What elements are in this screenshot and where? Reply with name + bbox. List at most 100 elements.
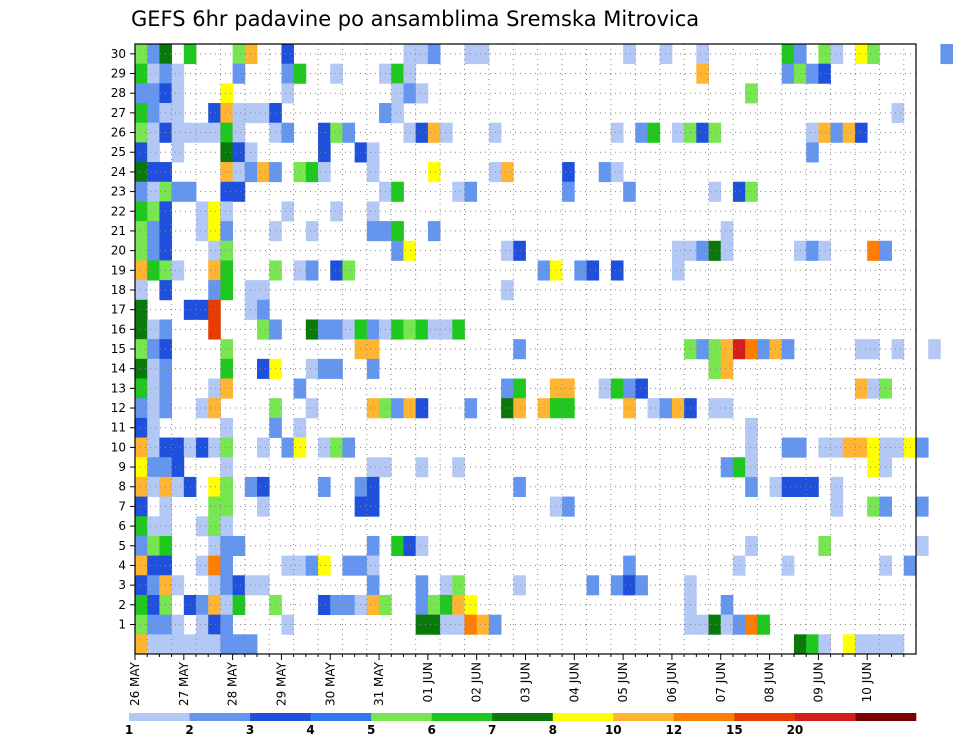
heatmap-cell [635,122,648,143]
colorbar-label: 5 [367,723,375,737]
y-tick-label: 4 [118,558,126,572]
heatmap-cell [257,280,270,301]
heatmap-cell [196,398,209,419]
heatmap-cell [330,594,343,616]
heatmap-cell [427,44,441,65]
heatmap-cell [196,555,209,576]
heatmap-cell [135,162,148,183]
heatmap-cell [147,634,160,655]
y-tick-label: 2 [118,598,126,612]
x-tick-label: 26 MAY [128,661,142,706]
heatmap-cell [781,476,795,497]
colorbar-label: 4 [306,723,314,737]
heatmap-cell [745,339,758,360]
heatmap-cell [232,575,246,596]
heatmap-cell [757,339,770,360]
heatmap-cell [427,614,441,635]
heatmap-cell [415,614,429,635]
heatmap-cell [562,378,575,399]
heatmap-cell [366,358,380,379]
heatmap-cell [891,437,905,458]
heatmap-cell [427,594,441,616]
heatmap-cell [635,378,648,399]
heatmap-cell [171,476,185,497]
heatmap-cell [244,634,258,655]
heatmap-cells [135,44,954,655]
heatmap-cell [806,476,819,497]
heatmap-cell [366,339,380,360]
heatmap-cell [208,280,221,301]
colorbar-swatch [431,713,493,721]
heatmap-cell [842,122,856,143]
heatmap-cell [366,594,380,616]
heatmap-cell [452,575,465,596]
heatmap-cell [147,142,160,163]
x-tick-label: 05 JUN [616,662,630,702]
colorbar-swatch [189,713,251,721]
heatmap-cell [220,378,234,399]
heatmap-cell [220,417,234,438]
heatmap-cell [415,83,429,104]
heatmap-cell [159,634,173,655]
heatmap-cell [403,535,417,557]
colorbar-swatch [310,713,372,721]
heatmap-cell [147,457,160,478]
heatmap-cell [220,280,234,301]
heatmap-cell [891,103,905,124]
x-tick-label: 04 JUN [567,662,581,702]
heatmap-cell [415,398,429,419]
heatmap-cell [867,437,880,458]
heatmap-cell [720,398,734,419]
heatmap-cell [452,614,465,635]
heatmap-cell [513,476,526,497]
heatmap-cell [415,457,429,478]
heatmap-cell [842,634,856,655]
heatmap-cell [891,339,905,360]
heatmap-cell [220,476,234,497]
heatmap-cell [342,319,356,340]
heatmap-cell [147,437,160,458]
heatmap-cell [696,614,709,635]
heatmap-cell [440,575,453,596]
heatmap-cell [208,260,221,281]
heatmap-cell [659,44,673,65]
heatmap-cell [366,319,380,340]
heatmap-cell [818,122,831,143]
heatmap-cell [220,555,234,576]
heatmap-cell [671,240,685,261]
colorbar-label: 2 [185,723,193,737]
heatmap-cell [147,162,160,183]
heatmap-cell [257,103,270,124]
y-tick-label: 18 [111,283,126,297]
heatmap-cell [940,44,954,65]
heatmap-cell [549,398,563,419]
heatmap-cell [147,476,160,497]
heatmap-cell [708,358,722,379]
heatmap-cell [147,594,160,616]
heatmap-cell [391,398,404,419]
heatmap-cell [318,594,331,616]
heatmap-cell [562,496,575,517]
heatmap-cell [318,162,331,183]
heatmap-cell [135,44,148,65]
heatmap-cell [135,221,148,242]
heatmap-cell [147,614,160,635]
heatmap-cell [916,496,929,517]
heatmap-cell [147,240,160,261]
y-tick-label: 22 [111,204,126,218]
heatmap-cell [391,319,404,340]
heatmap-cell [293,162,307,183]
heatmap-cell [135,122,148,143]
heatmap-cell [147,378,160,399]
heatmap-cell [330,122,343,143]
heatmap-cell [244,44,258,65]
y-tick-label: 7 [118,499,126,513]
heatmap-cell [440,614,453,635]
heatmap-cell [171,122,185,143]
heatmap-cell [244,142,258,163]
x-tick-label: 30 MAY [323,661,337,706]
heatmap-cell [293,417,307,438]
heatmap-cell [366,476,380,497]
heatmap-cell [220,535,234,557]
x-tick-label: 01 JUN [421,662,435,702]
